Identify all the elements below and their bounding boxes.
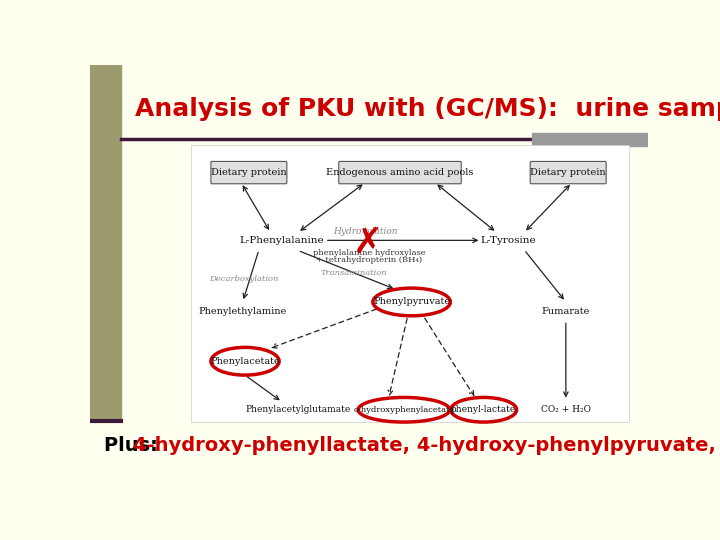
Text: Decarboxylation: Decarboxylation	[209, 275, 278, 283]
Text: Transamination: Transamination	[320, 269, 387, 276]
Ellipse shape	[373, 288, 451, 316]
Text: Fumarate: Fumarate	[541, 307, 590, 316]
Text: Phenylacetylglutamate: Phenylacetylglutamate	[245, 405, 351, 414]
Ellipse shape	[451, 397, 517, 422]
Bar	[532, 133, 648, 146]
Text: Dietary protein: Dietary protein	[531, 168, 606, 177]
Text: Endogenous amino acid pools: Endogenous amino acid pools	[326, 168, 474, 177]
Text: Dietary protein: Dietary protein	[211, 168, 287, 177]
Text: Phenylpyruvate: Phenylpyruvate	[373, 298, 450, 307]
Text: Hydroxylation: Hydroxylation	[333, 227, 397, 235]
Bar	[191, 145, 629, 422]
Text: ✗: ✗	[352, 226, 382, 260]
Text: phenyl-lactate: phenyl-lactate	[451, 405, 516, 414]
Text: L-Phenylalanine: L-Phenylalanine	[240, 236, 325, 245]
Text: Phenylacetate: Phenylacetate	[210, 357, 280, 366]
Text: L-Tyrosine: L-Tyrosine	[481, 236, 536, 245]
Text: Phenylethylamine: Phenylethylamine	[199, 307, 287, 316]
FancyBboxPatch shape	[530, 161, 606, 184]
Ellipse shape	[211, 347, 279, 375]
Ellipse shape	[358, 397, 449, 422]
Text: CO₂ + H₂O: CO₂ + H₂O	[541, 405, 591, 414]
Text: 4-hydroxy-phenyllactate, 4-hydroxy-phenylpyruvate, mandelic acid: 4-hydroxy-phenyllactate, 4-hydroxy-pheny…	[133, 436, 720, 455]
Text: o-hydroxyphenylacetate: o-hydroxyphenylacetate	[354, 406, 454, 414]
Bar	[90, 65, 121, 421]
Text: Analysis of PKU with (GC/MS):  urine samples: Analysis of PKU with (GC/MS): urine samp…	[135, 97, 720, 122]
Text: phenylalanine hydroxylase: phenylalanine hydroxylase	[312, 249, 426, 256]
Text: Plus:: Plus:	[104, 436, 165, 455]
FancyBboxPatch shape	[211, 161, 287, 184]
Text: + tetrahydropterin (BH₄): + tetrahydropterin (BH₄)	[316, 256, 422, 265]
FancyBboxPatch shape	[339, 161, 462, 184]
